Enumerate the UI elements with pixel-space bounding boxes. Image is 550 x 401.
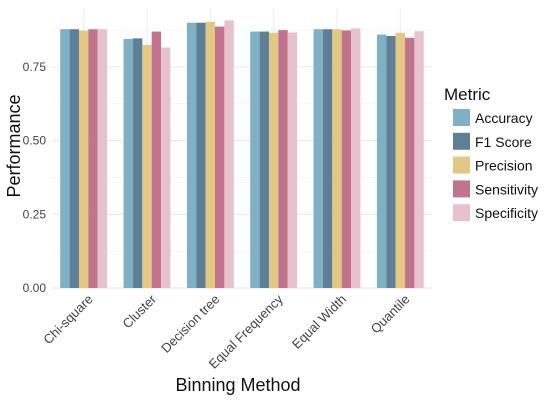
y-tick-label: 0.50 (23, 134, 47, 148)
bar-sensitivity (215, 26, 225, 288)
legend-title: Metric (444, 85, 491, 104)
bar-sensitivity (278, 30, 288, 289)
bar-precision (205, 21, 216, 288)
bar-accuracy (60, 29, 70, 289)
bar-precision (142, 44, 152, 289)
legend-key-precision (453, 156, 470, 174)
y-tick-label: 0.25 (23, 207, 47, 221)
legend-label: Specificity (475, 205, 538, 221)
bar-specificity (97, 29, 108, 289)
bar-sensitivity (341, 30, 352, 289)
bar-accuracy (123, 38, 133, 288)
y-axis-title: Performance (4, 94, 24, 197)
bar-f1-score (196, 22, 206, 288)
bar-precision (78, 30, 89, 289)
bar-accuracy (376, 34, 387, 288)
y-tick-label: 0.75 (23, 60, 47, 74)
bar-specificity (161, 47, 171, 288)
y-tick-label: 0.00 (23, 281, 47, 295)
legend-key-accuracy (453, 109, 470, 126)
legend-label: Accuracy (475, 110, 533, 126)
bar-accuracy (313, 29, 323, 289)
bar-specificity (224, 20, 234, 289)
bar-specificity (414, 31, 424, 288)
bar-f1-score (386, 36, 396, 288)
legend-label: Precision (475, 158, 533, 174)
bar-sensitivity (405, 37, 415, 289)
bar-f1-score (322, 29, 333, 289)
bar-f1-score (259, 31, 269, 288)
legend-key-f1-score (453, 132, 470, 150)
bar-sensitivity (88, 29, 98, 289)
bar-precision (395, 32, 406, 288)
bar-precision (332, 29, 342, 289)
legend-key-sensitivity (453, 180, 470, 198)
bar-specificity (287, 32, 298, 288)
bar-accuracy (186, 22, 197, 288)
legend-label: Sensitivity (475, 181, 538, 197)
bar-f1-score (69, 29, 79, 289)
bars (60, 20, 424, 289)
bar-specificity (351, 28, 361, 288)
bar-precision (268, 32, 279, 288)
x-axis-title: Binning Method (175, 375, 300, 395)
legend-label: F1 Score (475, 134, 532, 150)
bar-f1-score (132, 38, 143, 288)
bar-sensitivity (151, 31, 162, 288)
legend-key-specificity (453, 204, 470, 222)
legend: Metric Accuracy F1 Score Precision Sensitiv… (444, 85, 538, 222)
bar-accuracy (250, 31, 260, 288)
